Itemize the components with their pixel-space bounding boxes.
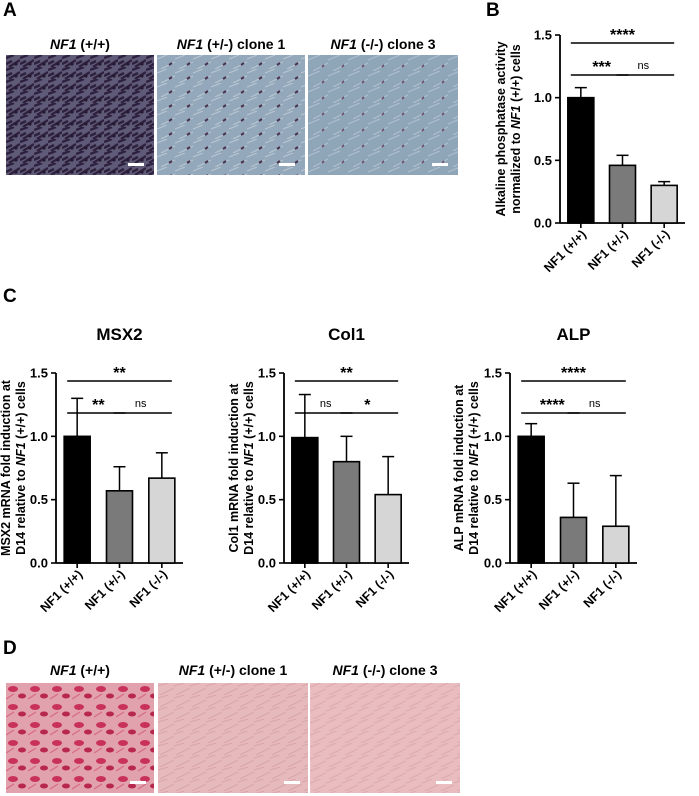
significance-label: **** — [561, 365, 587, 382]
y-axis-label: Alkaline phosphatase activity — [494, 41, 508, 216]
significance-label: ** — [113, 365, 126, 382]
y-tick-label: 1.5 — [30, 366, 48, 381]
bar — [148, 477, 176, 564]
y-tick-label: 1.5 — [484, 366, 502, 381]
bar — [517, 435, 545, 564]
panel-label-b: B — [486, 0, 500, 21]
bar — [559, 516, 588, 564]
y-tick-label: 0.0 — [30, 556, 48, 571]
significance-label: ns — [135, 398, 147, 410]
micrograph-d-wt-texture — [6, 683, 154, 793]
panel-label-c: C — [3, 286, 17, 307]
significance-label: ** — [340, 365, 353, 382]
bar — [291, 436, 319, 564]
y-tick-label: 0.5 — [258, 492, 276, 507]
y-axis-label: normalized to NF1 (+/+) cells — [509, 44, 523, 214]
y-tick-label: 1.0 — [30, 429, 48, 444]
y-axis-label: D14 relative to NF1 (+/+) cells — [242, 381, 256, 555]
micrograph-a-ko — [308, 55, 458, 175]
y-tick-label: 0.5 — [484, 492, 502, 507]
micrograph-a-het-texture — [157, 55, 305, 175]
y-tick-label: 1.5 — [258, 366, 276, 381]
significance-label: ** — [92, 397, 105, 414]
significance-label: * — [364, 397, 371, 414]
micrograph-d-het-texture — [158, 683, 308, 793]
chart-title: Col1 — [328, 325, 365, 344]
micrograph-d-ko-texture — [310, 683, 460, 793]
scale-bar — [432, 163, 448, 166]
y-axis-label: D14 relative to NF1 (+/+) cells — [14, 381, 28, 555]
y-tick-label: 0.0 — [484, 556, 502, 571]
x-tick-label: NF1 (-/-) — [581, 567, 624, 610]
bar — [602, 525, 630, 564]
y-tick-label: 0.5 — [30, 492, 48, 507]
significance-label: ns — [638, 60, 650, 72]
x-tick-label: NF1 (+/-) — [536, 567, 582, 613]
panel-label-d: D — [3, 638, 17, 659]
significance-label: ns — [320, 398, 332, 410]
micrograph-a-ko-texture — [308, 55, 458, 175]
y-tick-label: 1.0 — [258, 429, 276, 444]
significance-label: **** — [540, 397, 566, 414]
chart-title: ALP — [557, 325, 591, 344]
scale-bar — [436, 781, 452, 784]
panel-d-title-het: NF1 (+/-) clone 1 — [178, 662, 288, 678]
bar — [567, 96, 595, 224]
panel-a-title-het: NF1 (+/-) clone 1 — [176, 36, 286, 52]
y-axis-label: D14 relative to NF1 (+/+) cells — [467, 381, 481, 555]
y-tick-label: 0.0 — [534, 216, 552, 231]
scale-bar — [130, 781, 146, 784]
scale-bar — [284, 781, 300, 784]
y-axis-label: Col1 mRNA fold induction at — [227, 383, 241, 553]
chart-title: MSX2 — [96, 325, 142, 344]
y-tick-label: 1.5 — [534, 28, 552, 43]
micrograph-a-wt-texture — [6, 55, 154, 175]
significance-label: **** — [610, 27, 636, 44]
bar — [63, 435, 91, 564]
panel-a-title-wt: NF1 (+/+) — [50, 36, 110, 52]
micrograph-a-het — [157, 55, 305, 175]
panel-d-title-ko: NF1 (-/-) clone 3 — [332, 662, 438, 678]
micrograph-a-wt — [6, 55, 154, 175]
micrograph-d-het — [158, 683, 308, 793]
y-axis-label: MSX2 mRNA fold induction at — [0, 379, 13, 556]
y-axis-label: ALP mRNA fold induction at — [452, 384, 466, 551]
y-tick-label: 1.0 — [534, 90, 552, 105]
scale-bar — [128, 163, 144, 166]
y-tick-label: 1.0 — [484, 429, 502, 444]
y-tick-label: 0.0 — [258, 556, 276, 571]
micrograph-d-wt — [6, 683, 154, 793]
significance-label: ns — [589, 398, 601, 410]
panel-d-title-wt: NF1 (+/+) — [50, 662, 110, 678]
panel-label-a: A — [3, 0, 17, 21]
panel-a-title-ko: NF1 (-/-) clone 3 — [330, 36, 436, 52]
y-tick-label: 0.5 — [534, 153, 552, 168]
significance-label: *** — [592, 59, 611, 76]
x-tick-label: NF1 (+/+) — [492, 567, 540, 615]
scale-bar — [279, 163, 295, 166]
micrograph-d-ko — [310, 683, 460, 793]
